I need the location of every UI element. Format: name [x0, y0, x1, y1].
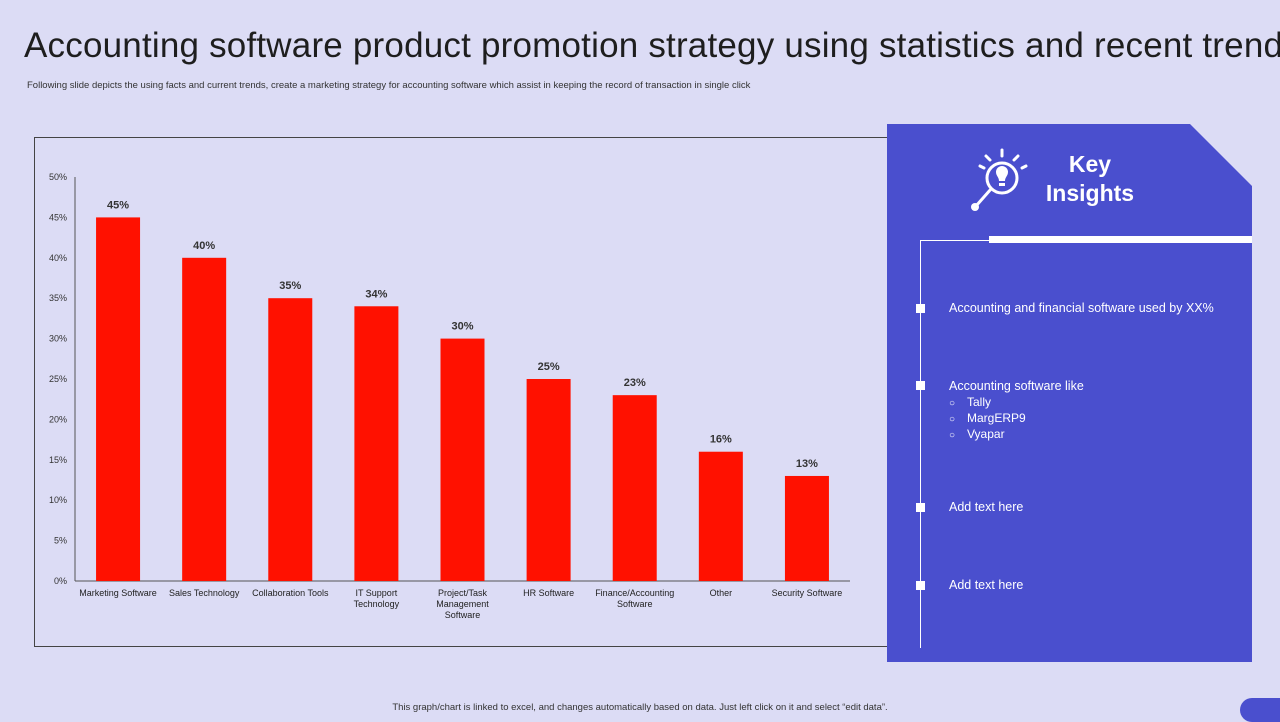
bar[interactable]	[96, 217, 141, 581]
x-tick-label: IT Support Technology	[354, 588, 400, 609]
x-tick-label-line: Technology	[354, 599, 400, 609]
list-item: ○ MargERP9	[949, 411, 1026, 425]
y-tick-label: 50%	[49, 172, 67, 182]
insight-bullet-2	[916, 381, 925, 390]
x-tick-label-line: Finance/Accounting	[595, 588, 674, 598]
x-tick-label: Finance/Accounting Software	[595, 588, 674, 609]
insight-text-1: Accounting and financial software used b…	[949, 301, 1214, 315]
x-tick-label: Collaboration Tools	[252, 588, 329, 598]
data-label: 25%	[538, 361, 560, 373]
y-tick-label: 35%	[49, 293, 67, 303]
data-label: 13%	[796, 458, 818, 470]
data-label: 35%	[279, 280, 301, 292]
x-tick-label-line: Project/Task	[438, 588, 488, 598]
insight-sub-list: ○ Tally ○ MargERP9 ○ Vyapar	[949, 395, 1026, 443]
key-insights-heading: Key Insights	[1030, 150, 1150, 208]
bar[interactable]	[354, 306, 399, 581]
bar[interactable]	[698, 451, 743, 581]
page-title: Accounting software product promotion st…	[24, 26, 1280, 65]
corner-pill	[1240, 698, 1280, 722]
x-tick-label: Marketing Software	[79, 588, 157, 598]
list-item: ○ Tally	[949, 395, 992, 409]
x-tick-label: Project/Task Management Software	[436, 588, 489, 620]
x-tick-label-line: Software	[445, 610, 481, 620]
insight-bullet-1	[916, 304, 925, 313]
lightbulb-magnifier-icon	[971, 148, 1028, 211]
x-tick-label-line: Management	[436, 599, 489, 609]
x-tick-label-line: IT Support	[355, 588, 397, 598]
x-tick-label-line: HR Software	[523, 588, 574, 598]
x-tick-label-line: Other	[710, 588, 733, 598]
sub-item-label: MargERP9	[967, 411, 1026, 425]
x-tick-label: HR Software	[523, 588, 574, 598]
sub-item-label: Tally	[967, 395, 992, 409]
x-tick-label: Security Software	[772, 588, 843, 598]
bar[interactable]	[182, 257, 227, 581]
heading-underline	[989, 236, 1252, 243]
y-tick-label: 0%	[54, 576, 67, 586]
key-insights-panel	[887, 124, 1252, 662]
y-tick-label: 45%	[49, 212, 67, 222]
insight-bullet-3	[916, 503, 925, 512]
insight-bullet-4	[916, 581, 925, 590]
connector-line-vertical	[920, 240, 921, 648]
connector-line-horizontal	[920, 240, 990, 241]
x-tick-label-line: Software	[617, 599, 653, 609]
key-insights-heading-line2: Insights	[1045, 180, 1135, 206]
y-tick-label: 5%	[54, 536, 67, 546]
data-label: 16%	[710, 434, 732, 446]
x-tick-label-line: Security Software	[772, 588, 843, 598]
data-label: 45%	[107, 199, 129, 211]
y-tick-label: 20%	[49, 414, 67, 424]
x-tick-label: Sales Technology	[169, 588, 240, 598]
bar[interactable]	[440, 338, 485, 581]
insight-text-4: Add text here	[949, 578, 1024, 592]
list-item: ○ Vyapar	[949, 427, 1005, 441]
data-label: 23%	[624, 377, 646, 389]
footer-note: This graph/chart is linked to excel, and…	[392, 702, 888, 713]
data-label: 40%	[193, 240, 215, 252]
bar-chart[interactable]: 0% 5% 10% 15% 20% 25% 30% 35% 40% 45% 50% 45% Market…	[34, 137, 920, 647]
y-tick-label: 30%	[49, 334, 67, 344]
y-tick-label: 40%	[49, 253, 67, 263]
bar[interactable]	[268, 298, 313, 581]
data-label: 34%	[365, 288, 387, 300]
x-tick-label: Other	[710, 588, 733, 598]
insight-text-3: Add text here	[949, 500, 1024, 514]
x-tick-label-line: Marketing Software	[79, 588, 157, 598]
insight-text-2: Accounting software like	[949, 379, 1084, 393]
bar[interactable]	[784, 475, 829, 581]
x-tick-label-line: Collaboration Tools	[252, 588, 329, 598]
page-subtitle: Following slide depicts the using facts …	[27, 80, 751, 91]
y-tick-label: 15%	[49, 455, 67, 465]
y-tick-label: 10%	[49, 495, 67, 505]
data-label: 30%	[451, 321, 473, 333]
bar[interactable]	[526, 379, 571, 581]
y-tick-label: 25%	[49, 374, 67, 384]
bar[interactable]	[612, 395, 657, 581]
key-insights-heading-line1: Key	[1068, 151, 1112, 177]
x-tick-label-line: Sales Technology	[169, 588, 240, 598]
sub-item-label: Vyapar	[967, 427, 1005, 441]
